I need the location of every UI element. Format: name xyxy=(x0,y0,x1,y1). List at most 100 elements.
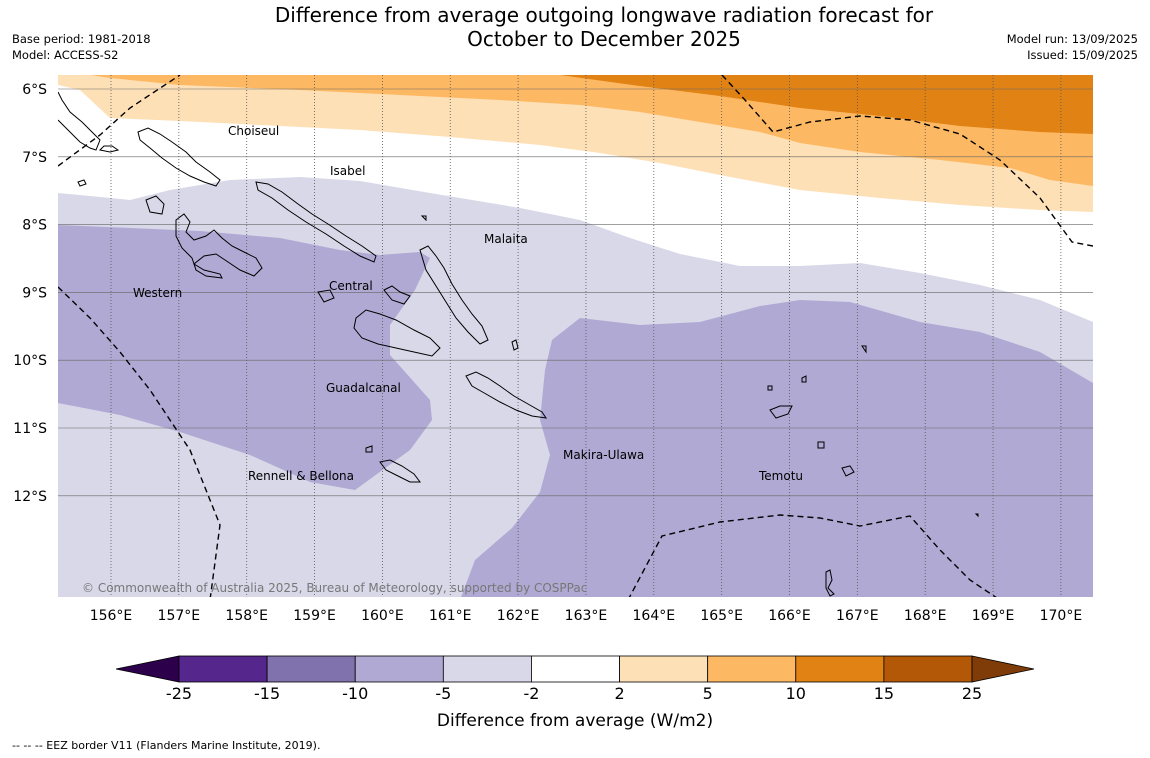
label-guadalcanal: Guadalcanal xyxy=(326,381,401,395)
colorbar-tick-label: -25 xyxy=(166,684,192,703)
eez-west xyxy=(58,286,221,597)
colorbar-under-arrow xyxy=(115,655,180,683)
band-minus10-to-minus5-east xyxy=(461,300,1093,597)
colorbar-over-arrow xyxy=(971,655,1035,683)
latitude-labels: 6°S 7°S 8°S 9°S 10°S 11°S 12°S xyxy=(13,82,47,505)
latitude-label: 10°S xyxy=(13,353,47,369)
longitude-label: 157°E xyxy=(158,608,201,624)
colorbar-tick-label: 5 xyxy=(703,684,713,703)
longitude-label: 158°E xyxy=(225,608,268,624)
island-isabel xyxy=(255,181,377,263)
island-florida xyxy=(383,285,411,305)
meta-left: Base period: 1981-2018 Model: ACCESS-S2 xyxy=(12,31,151,63)
island-reef-islands xyxy=(801,375,807,383)
colorbar-box xyxy=(883,655,973,683)
longitude-label: 165°E xyxy=(700,608,743,624)
title-line-2: October to December 2025 xyxy=(467,27,741,51)
colorbar-tick-label: 25 xyxy=(962,684,982,703)
island-anuta xyxy=(974,513,979,518)
island-malaita xyxy=(419,245,489,345)
colorbar-ticks: -25 -15 -10 -5 -2 2 5 10 15 25 xyxy=(166,684,982,703)
island-shortland xyxy=(98,145,120,153)
chart-title: Difference from average outgoing longwav… xyxy=(200,3,1008,51)
model-run: Model run: 13/09/2025 xyxy=(1006,32,1138,46)
colorbar-tick-label: -5 xyxy=(435,684,451,703)
colorbar-box xyxy=(707,655,797,683)
coastlines xyxy=(58,91,979,597)
latitude-label: 11°S xyxy=(13,421,47,437)
label-central: Central xyxy=(329,279,373,293)
island-guadalcanal xyxy=(353,309,441,357)
island-ulawa xyxy=(511,339,519,351)
island-utupua xyxy=(817,441,825,449)
longitude-label: 167°E xyxy=(836,608,879,624)
meta-right: Model run: 13/09/2025 Issued: 15/09/2025 xyxy=(1007,31,1138,63)
colorbar-tick-label: -2 xyxy=(523,684,539,703)
longitude-label: 166°E xyxy=(768,608,811,624)
eez-north-west xyxy=(58,75,181,167)
island-vanikoro xyxy=(841,465,855,477)
longitude-label: 163°E xyxy=(565,608,608,624)
longitude-label: 159°E xyxy=(293,608,336,624)
label-western: Western xyxy=(133,286,182,300)
island-bougainville xyxy=(58,91,101,151)
colorbar-tick-label: 10 xyxy=(786,684,806,703)
longitude-label: 170°E xyxy=(1040,608,1083,624)
island-small-2 xyxy=(767,385,773,391)
map-panel: © Commonwealth of Australia 2025, Bureau… xyxy=(58,75,1093,597)
map-grid xyxy=(58,75,1093,597)
colorbar-label: Difference from average (W/m2) xyxy=(437,711,713,731)
model-name: Model: ACCESS-S2 xyxy=(12,48,119,62)
title-line-1: Difference from average outgoing longwav… xyxy=(274,3,934,27)
island-russell xyxy=(317,289,335,303)
longitude-label: 160°E xyxy=(361,608,404,624)
eez-footnote: -- -- -- EEZ border V11 (Flanders Marine… xyxy=(12,739,321,752)
island-gizo xyxy=(145,195,165,215)
island-small-3 xyxy=(420,215,427,222)
colorbar-tick-label: -15 xyxy=(254,684,280,703)
island-makira xyxy=(465,371,548,419)
issued-date: Issued: 15/09/2025 xyxy=(1027,48,1138,62)
label-rennell-bellona: Rennell & Bellona xyxy=(248,469,354,483)
longitude-label: 162°E xyxy=(497,608,540,624)
colorbar-box xyxy=(619,655,709,683)
latitude-label: 9°S xyxy=(22,285,47,301)
longitude-label: 168°E xyxy=(904,608,947,624)
colorbar-box xyxy=(795,655,885,683)
colorbar-tick-label: 2 xyxy=(614,684,624,703)
longitude-labels: 156°E 157°E 158°E 159°E 160°E 161°E 162°E 163°E… xyxy=(90,608,1082,624)
region-labels: Choiseul Isabel Malaita Western Central … xyxy=(133,124,803,483)
colorbar-tick-label: -10 xyxy=(342,684,368,703)
colorbar-boxes xyxy=(178,655,973,683)
base-period: Base period: 1981-2018 xyxy=(12,32,151,46)
longitude-label: 164°E xyxy=(633,608,676,624)
copyright-notice: © Commonwealth of Australia 2025, Bureau… xyxy=(82,581,587,595)
colorbar-box xyxy=(178,655,268,683)
island-small-1 xyxy=(77,179,87,187)
label-makira-ulawa: Makira-Ulawa xyxy=(563,448,644,462)
island-rennell xyxy=(379,459,421,483)
island-duff xyxy=(861,345,867,354)
eez-south xyxy=(628,514,997,597)
colorbar-box xyxy=(266,655,356,683)
eez-north-east xyxy=(721,75,1093,247)
colorbar-box xyxy=(354,655,444,683)
label-choiseul: Choiseul xyxy=(228,124,279,138)
island-santa-cruz xyxy=(769,405,793,419)
longitude-label: 161°E xyxy=(429,608,472,624)
label-temotu: Temotu xyxy=(758,469,803,483)
colorbar: -25 -15 -10 -5 -2 2 5 10 15 25 Difference from av… xyxy=(115,655,1035,731)
longitude-label: 156°E xyxy=(90,608,133,624)
latitude-label: 8°S xyxy=(22,218,47,234)
longitude-label: 169°E xyxy=(972,608,1015,624)
latitude-label: 6°S xyxy=(22,82,47,98)
label-isabel: Isabel xyxy=(330,164,365,178)
latitude-label: 12°S xyxy=(13,489,47,505)
colorbar-box xyxy=(442,655,532,683)
island-bellona xyxy=(365,445,373,453)
colorbar-tick-label: 15 xyxy=(874,684,894,703)
label-malaita: Malaita xyxy=(484,232,528,246)
island-choiseul xyxy=(137,127,221,187)
band-minus10-to-minus5-west xyxy=(58,225,432,490)
